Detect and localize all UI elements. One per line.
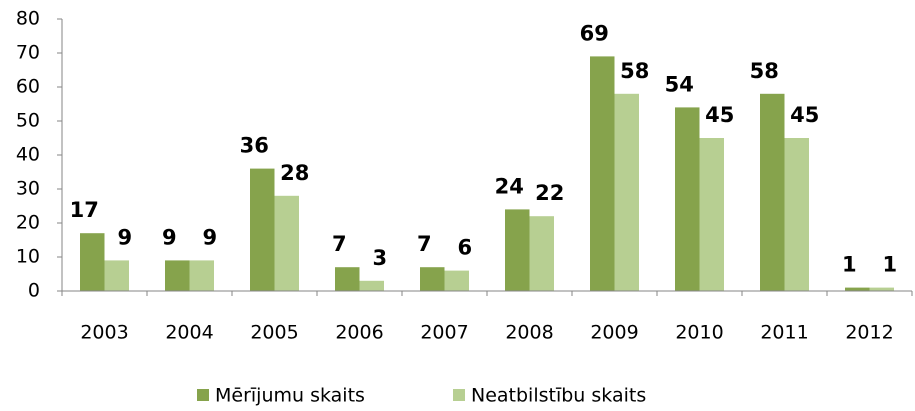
x-tick-label: 2008 (505, 322, 553, 344)
bar (760, 93, 785, 291)
y-tick-label: 40 (16, 144, 40, 166)
x-tick-label: 2004 (165, 322, 213, 344)
x-tick-label: 2005 (250, 322, 298, 344)
legend-swatch (197, 389, 209, 401)
bar (529, 216, 554, 291)
y-tick-label: 30 (16, 178, 40, 200)
x-tick-label: 2011 (760, 322, 808, 344)
data-label: 9 (162, 225, 177, 249)
data-label: 9 (117, 225, 132, 249)
y-tick-label: 10 (16, 246, 40, 268)
bar (614, 93, 639, 291)
x-tick-label: 2009 (590, 322, 638, 344)
y-tick-label: 80 (16, 8, 40, 30)
y-tick-label: 0 (28, 280, 40, 302)
x-tick-label: 2003 (80, 322, 128, 344)
data-label: 58 (620, 59, 649, 83)
data-label: 28 (280, 161, 309, 185)
bar (869, 287, 894, 291)
bar (335, 267, 360, 291)
legend-label: Mērījumu skaits (215, 385, 365, 407)
data-label: 7 (332, 232, 347, 256)
bar (675, 107, 700, 292)
x-tick-label: 2006 (335, 322, 383, 344)
bar (165, 260, 190, 291)
y-tick-label: 70 (16, 42, 40, 64)
bar (420, 267, 445, 291)
data-label: 45 (790, 103, 819, 127)
y-tick-label: 60 (16, 76, 40, 98)
bar (250, 168, 275, 291)
bar (80, 233, 105, 291)
x-tick-label: 2010 (675, 322, 723, 344)
bar (444, 270, 469, 291)
bar (845, 287, 870, 291)
y-tick-label: 20 (16, 212, 40, 234)
data-label: 1 (842, 253, 857, 277)
legend-label: Neatbilstību skaits (471, 385, 646, 407)
data-label: 17 (70, 198, 99, 222)
data-label: 58 (750, 59, 779, 83)
data-label: 36 (240, 134, 269, 158)
data-label: 1 (882, 253, 897, 277)
data-label: 45 (705, 103, 734, 127)
x-tick-label: 2012 (845, 322, 893, 344)
bar (590, 56, 615, 292)
data-label: 3 (372, 246, 387, 270)
bar (274, 195, 299, 291)
data-label: 24 (495, 174, 524, 198)
y-tick-label: 50 (16, 110, 40, 132)
legend-swatch (453, 389, 465, 401)
bar (359, 280, 384, 291)
data-label: 6 (457, 236, 472, 260)
x-tick-label: 2007 (420, 322, 468, 344)
bar (699, 138, 724, 291)
data-label: 54 (665, 72, 694, 96)
bar (189, 260, 214, 291)
bar (505, 209, 530, 291)
data-label: 9 (202, 225, 217, 249)
bar (104, 260, 129, 291)
data-label: 69 (580, 21, 609, 45)
bar (784, 138, 809, 291)
data-label: 7 (417, 232, 432, 256)
data-label: 22 (535, 181, 564, 205)
